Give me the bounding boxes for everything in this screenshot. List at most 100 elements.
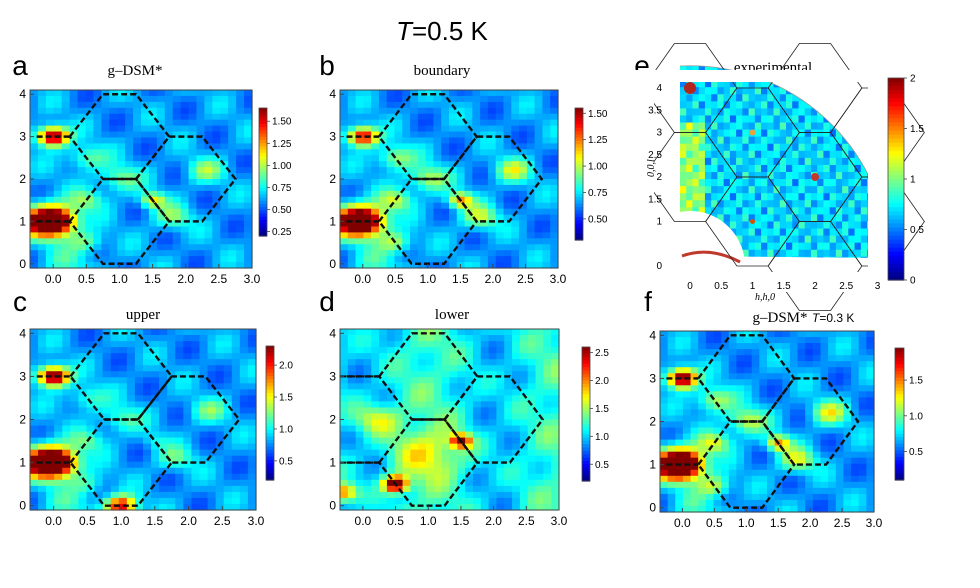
y-tick-label: 3 xyxy=(19,130,26,144)
heatmap-cell xyxy=(526,173,536,180)
heatmap-cell xyxy=(449,467,458,475)
heatmap-cell xyxy=(196,125,206,133)
heatmap-cell xyxy=(457,395,466,402)
heatmap-cell xyxy=(126,413,136,421)
heatmap-cell xyxy=(472,485,482,493)
heatmap-cell xyxy=(355,395,365,402)
exp-y-tick-label: 2 xyxy=(656,172,662,183)
heatmap-cell xyxy=(180,143,190,150)
heatmap-cell xyxy=(30,190,39,198)
exp-cell xyxy=(761,172,768,180)
heatmap-cell xyxy=(109,173,118,180)
colorbar-segment xyxy=(888,90,904,95)
heatmap-cell xyxy=(204,107,213,115)
heatmap-cell xyxy=(551,389,560,396)
exp-cell xyxy=(748,157,756,166)
panel-title-d: lower xyxy=(435,307,469,323)
heatmap-cell xyxy=(418,425,427,433)
colorbar-segment xyxy=(582,387,590,392)
heatmap-cell xyxy=(487,220,497,228)
heatmap-cell xyxy=(141,90,150,97)
exp-cell xyxy=(742,186,750,194)
heatmap-cell xyxy=(386,220,396,228)
colorbar-tick-label: 0.75 xyxy=(272,183,292,194)
heatmap-cell xyxy=(220,143,229,150)
heatmap-cell xyxy=(151,437,160,445)
heatmap-cell xyxy=(535,449,544,457)
exp-cell xyxy=(736,179,743,187)
heatmap-cell xyxy=(143,353,152,360)
heatmap-cell xyxy=(183,461,193,469)
heatmap-cell xyxy=(156,90,166,97)
heatmap-cell xyxy=(117,196,126,204)
heatmap-cell xyxy=(78,395,88,402)
heatmap-cell xyxy=(441,161,450,168)
heatmap-cell xyxy=(488,347,498,354)
exp-cell xyxy=(754,94,762,102)
heatmap-cell xyxy=(441,220,450,228)
heatmap-cell xyxy=(93,167,102,174)
heatmap-cell xyxy=(109,232,118,239)
exp-cell xyxy=(698,150,706,159)
heatmap-cell xyxy=(456,226,466,233)
heatmap-cell xyxy=(433,196,442,204)
heatmap-cell xyxy=(30,347,39,354)
heatmap-cell xyxy=(93,161,102,168)
exp-cell xyxy=(810,115,818,124)
exp-cell xyxy=(742,150,750,159)
heatmap-cell xyxy=(172,125,182,133)
heatmap-cell xyxy=(378,149,388,156)
heatmap-cell xyxy=(199,329,209,336)
colorbar-segment xyxy=(582,470,590,475)
colorbar-segment xyxy=(582,434,590,439)
heatmap-cell xyxy=(164,95,174,103)
heatmap-cell xyxy=(196,220,206,228)
heatmap-cell xyxy=(340,190,349,198)
heatmap-cell xyxy=(511,179,520,186)
heatmap-cell xyxy=(690,415,699,423)
exp-cell xyxy=(736,115,743,124)
heatmap-cell xyxy=(220,208,229,216)
heatmap-cell xyxy=(183,467,193,475)
exp-cell xyxy=(711,108,719,117)
colorbar-segment xyxy=(266,446,274,451)
heatmap-cell xyxy=(45,167,55,174)
exp-cell xyxy=(754,122,762,131)
heatmap-cell xyxy=(682,481,692,489)
heatmap-cell xyxy=(496,431,505,439)
heatmap-cell xyxy=(347,107,357,115)
heatmap-cell xyxy=(159,371,168,378)
heatmap-cell xyxy=(667,373,676,380)
heatmap-cell xyxy=(410,449,419,457)
heatmap-cell xyxy=(236,113,245,121)
heatmap-cell xyxy=(102,485,112,493)
heatmap-cell xyxy=(143,395,152,402)
heatmap-cell xyxy=(239,395,249,402)
heatmap-cell xyxy=(410,485,419,493)
heatmap-cell xyxy=(402,425,411,433)
heatmap-cell xyxy=(126,455,136,463)
heatmap-cell xyxy=(386,131,396,139)
exp-cell xyxy=(817,186,825,194)
heatmap-cell xyxy=(207,341,217,348)
heatmap-cell xyxy=(660,445,669,453)
heatmap-cell xyxy=(101,208,110,216)
heatmap-cell xyxy=(542,173,551,180)
heatmap-cell xyxy=(551,497,560,505)
heatmap-cell xyxy=(542,107,551,115)
heatmap-cell xyxy=(503,250,512,257)
heatmap-cell xyxy=(102,473,112,481)
exp-cell xyxy=(754,221,762,230)
heatmap-cell xyxy=(196,214,206,222)
heatmap-cell xyxy=(386,485,396,493)
colorbar-segment xyxy=(575,164,583,168)
heatmap-cell xyxy=(156,125,166,133)
colorbar-segment xyxy=(582,360,590,365)
exp-cell xyxy=(798,115,806,124)
exp-cell xyxy=(829,150,837,159)
exp-cell xyxy=(736,136,743,145)
heatmap-cell xyxy=(457,425,466,433)
heatmap-cell xyxy=(126,461,136,469)
heatmap-cell xyxy=(101,220,110,228)
exp-cell xyxy=(704,207,712,215)
